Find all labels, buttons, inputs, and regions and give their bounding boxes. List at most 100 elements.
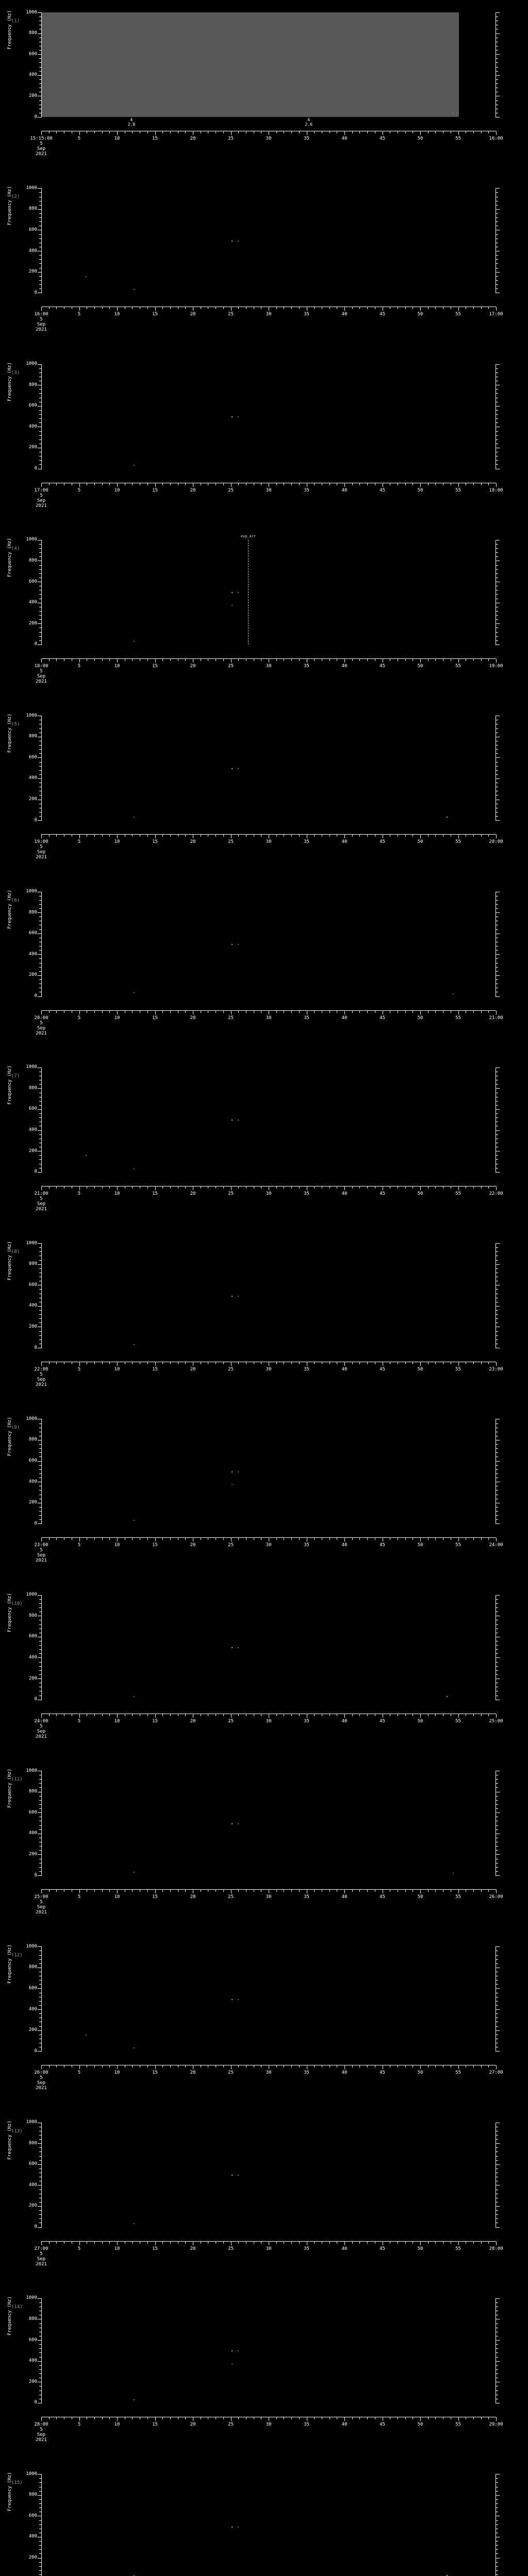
- y-tick-minor-right[interactable]: [496, 1662, 498, 1663]
- y-tick-label[interactable]: 1000: [26, 1416, 37, 1421]
- y-tick-major-right[interactable]: [496, 1812, 500, 1814]
- x-tick-minor[interactable]: [488, 2241, 489, 2244]
- y-tick-minor[interactable]: [39, 435, 41, 436]
- y-tick-minor-right[interactable]: [496, 929, 498, 930]
- y-tick-label[interactable]: 0: [34, 1345, 37, 1350]
- y-tick-minor-right[interactable]: [496, 1959, 498, 1960]
- x-tick-major[interactable]: [230, 2065, 232, 2070]
- x-tick-label[interactable]: 30: [266, 1894, 272, 1900]
- x-tick-major[interactable]: [79, 658, 80, 663]
- y-axis-left-spine[interactable]: [41, 1771, 42, 1876]
- x-tick-label[interactable]: 50: [417, 1718, 423, 1724]
- y-tick-major[interactable]: [38, 1109, 41, 1110]
- x-tick-minor[interactable]: [109, 1186, 110, 1189]
- x-tick-minor[interactable]: [223, 1010, 224, 1013]
- x-tick-label[interactable]: 45: [380, 136, 385, 141]
- x-tick-label[interactable]: 50: [417, 2246, 423, 2251]
- y-tick-label[interactable]: 200: [28, 1148, 37, 1154]
- x-tick-minor[interactable]: [412, 2241, 414, 2244]
- date-label[interactable]: 5 Sep 2021: [36, 1724, 47, 1739]
- y-tick-minor-right[interactable]: [496, 280, 498, 281]
- x-tick-minor[interactable]: [185, 1538, 186, 1540]
- y-tick-minor[interactable]: [39, 753, 41, 754]
- plot-area[interactable]: [42, 1595, 459, 1700]
- x-tick-label[interactable]: 25: [228, 1191, 234, 1196]
- date-label[interactable]: 5 Sep 2021: [36, 1900, 47, 1915]
- x-tick-major[interactable]: [155, 2065, 156, 2070]
- x-tick-label[interactable]: 40: [341, 2421, 348, 2427]
- x-tick-major[interactable]: [458, 2241, 459, 2245]
- x-tick-label[interactable]: 5: [77, 839, 81, 845]
- x-tick-minor[interactable]: [170, 1186, 171, 1189]
- x-tick-major[interactable]: [117, 2417, 118, 2421]
- y-tick-minor-right[interactable]: [496, 234, 498, 235]
- x-tick-label[interactable]: 25: [228, 1015, 234, 1021]
- y-axis-title[interactable]: Frequency (Hz): [7, 714, 12, 753]
- x-tick-minor[interactable]: [488, 1890, 489, 1892]
- y-tick-minor[interactable]: [39, 393, 41, 394]
- data-point[interactable]: [238, 768, 239, 769]
- y-tick-major-right[interactable]: [496, 2495, 500, 2496]
- y-tick-minor[interactable]: [39, 1423, 41, 1424]
- y-tick-major[interactable]: [38, 1306, 41, 1307]
- y-tick-major[interactable]: [38, 996, 41, 997]
- y-tick-minor-right[interactable]: [496, 2218, 498, 2219]
- x-tick-minor[interactable]: [481, 835, 482, 837]
- y-tick-label[interactable]: 400: [28, 1127, 37, 1133]
- y-tick-minor[interactable]: [39, 192, 41, 193]
- x-tick-minor[interactable]: [291, 835, 292, 837]
- y-tick-minor-right[interactable]: [496, 1113, 498, 1114]
- y-tick-minor-right[interactable]: [496, 16, 498, 18]
- x-tick-minor[interactable]: [109, 2241, 110, 2244]
- y-axis-left-spine[interactable]: [41, 1067, 42, 1173]
- y-tick-major[interactable]: [38, 1243, 41, 1244]
- y-tick-major-right[interactable]: [496, 209, 500, 210]
- y-tick-major-right[interactable]: [496, 2298, 500, 2299]
- x-tick-minor[interactable]: [56, 483, 57, 485]
- y-tick-minor-right[interactable]: [496, 573, 498, 574]
- x-tick-major[interactable]: [420, 1538, 421, 1542]
- data-point[interactable]: [133, 817, 135, 818]
- x-tick-label[interactable]: 30: [266, 839, 272, 845]
- x-tick-minor[interactable]: [412, 835, 414, 837]
- y-tick-minor[interactable]: [39, 573, 41, 574]
- spectrum-image[interactable]: [42, 716, 459, 821]
- x-tick-major[interactable]: [458, 835, 459, 839]
- x-tick-label[interactable]: 50: [417, 663, 423, 669]
- y-tick-minor-right[interactable]: [496, 2026, 498, 2027]
- x-tick-minor[interactable]: [481, 1362, 482, 1365]
- data-point[interactable]: [133, 112, 135, 114]
- x-axis-spine[interactable]: [41, 1010, 496, 1011]
- x-tick-label[interactable]: 10: [114, 487, 120, 493]
- x-tick-label[interactable]: 5: [77, 2070, 81, 2076]
- y-tick-minor-right[interactable]: [496, 2147, 498, 2148]
- y-axis-title[interactable]: Frequency (Hz): [7, 889, 12, 929]
- x-tick-minor[interactable]: [481, 1538, 482, 1540]
- y-tick-label[interactable]: 400: [28, 600, 37, 605]
- y-tick-major[interactable]: [38, 272, 41, 273]
- data-point[interactable]: [238, 416, 239, 418]
- x-tick-major[interactable]: [41, 835, 42, 839]
- y-tick-minor-right[interactable]: [496, 1335, 498, 1336]
- y-tick-minor-right[interactable]: [496, 1850, 498, 1851]
- x-tick-major[interactable]: [496, 1186, 497, 1190]
- panel-number[interactable]: (1): [11, 19, 20, 24]
- y-tick-label[interactable]: 1000: [26, 185, 37, 191]
- y-tick-minor-right[interactable]: [496, 1423, 498, 1424]
- y-tick-minor-right[interactable]: [496, 1268, 498, 1269]
- y-tick-minor[interactable]: [39, 2566, 41, 2567]
- x-tick-major[interactable]: [41, 1890, 42, 1893]
- x-tick-minor[interactable]: [488, 835, 489, 837]
- x-tick-minor[interactable]: [473, 1362, 474, 1365]
- x-tick-label[interactable]: 55: [455, 312, 461, 317]
- y-tick-major[interactable]: [38, 757, 41, 758]
- panel-number[interactable]: (15): [11, 2480, 23, 2486]
- x-tick-minor[interactable]: [359, 835, 360, 837]
- x-tick-label[interactable]: 17:00: [34, 487, 48, 493]
- y-tick-minor[interactable]: [39, 1959, 41, 1960]
- x-tick-minor[interactable]: [48, 131, 50, 133]
- y-tick-label[interactable]: 600: [28, 1985, 37, 1991]
- x-tick-minor[interactable]: [329, 1714, 330, 1716]
- y-tick-minor[interactable]: [39, 1251, 41, 1252]
- y-tick-major-right[interactable]: [496, 75, 500, 76]
